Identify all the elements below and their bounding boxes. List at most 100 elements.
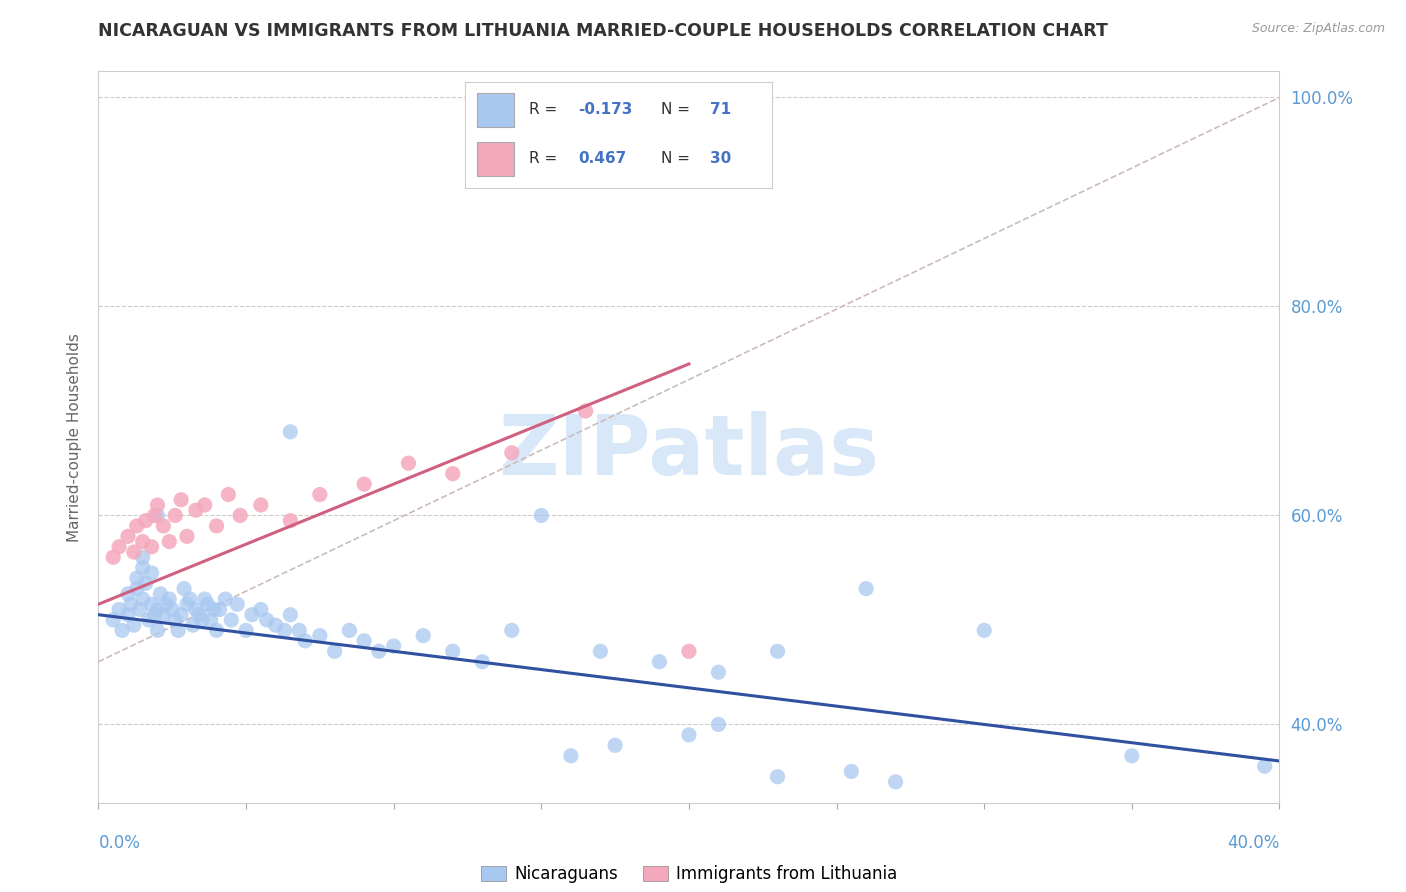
Point xyxy=(884,775,907,789)
Point xyxy=(194,592,217,607)
Point xyxy=(141,566,163,580)
Point xyxy=(294,633,316,648)
Point xyxy=(323,644,346,658)
Point xyxy=(132,560,155,574)
Point xyxy=(226,597,249,611)
Point xyxy=(412,629,434,643)
Y-axis label: Married-couple Households: Married-couple Households xyxy=(66,333,82,541)
Point xyxy=(179,592,201,607)
Point xyxy=(501,446,523,460)
Point xyxy=(170,492,193,507)
Point xyxy=(574,404,596,418)
Point xyxy=(184,602,207,616)
Point xyxy=(146,508,169,523)
Point xyxy=(707,717,730,731)
Point xyxy=(197,597,219,611)
Point xyxy=(125,519,148,533)
Point xyxy=(256,613,278,627)
Point xyxy=(396,456,419,470)
Point xyxy=(128,602,150,616)
Point xyxy=(167,624,190,638)
Point xyxy=(135,576,157,591)
Point xyxy=(120,597,142,611)
Point xyxy=(309,487,332,501)
Point xyxy=(157,592,180,607)
Point xyxy=(219,613,242,627)
Point xyxy=(214,592,236,607)
Text: 40.0%: 40.0% xyxy=(1227,834,1279,852)
Point xyxy=(111,624,134,638)
Point xyxy=(382,639,405,653)
Point xyxy=(217,487,239,501)
Point xyxy=(143,508,166,523)
Text: Source: ZipAtlas.com: Source: ZipAtlas.com xyxy=(1251,22,1385,36)
Point xyxy=(855,582,877,596)
Point xyxy=(766,644,789,658)
Point xyxy=(530,508,553,523)
Point xyxy=(165,613,187,627)
Point xyxy=(368,644,391,658)
Point xyxy=(122,545,145,559)
Point xyxy=(560,748,582,763)
Point xyxy=(501,624,523,638)
Point xyxy=(250,498,273,512)
Point xyxy=(973,624,995,638)
Point xyxy=(132,550,155,565)
Point xyxy=(157,534,180,549)
Point xyxy=(278,607,302,622)
Point xyxy=(108,540,131,554)
Point xyxy=(648,655,671,669)
Point xyxy=(125,571,148,585)
Point xyxy=(103,550,125,565)
Point xyxy=(288,624,311,638)
Point xyxy=(250,602,273,616)
Point xyxy=(146,602,169,616)
Point xyxy=(170,607,193,622)
Point xyxy=(200,613,222,627)
Point xyxy=(176,529,198,543)
Point xyxy=(143,607,166,622)
Point xyxy=(141,597,163,611)
Point xyxy=(678,644,700,658)
Point xyxy=(108,602,131,616)
Point xyxy=(589,644,612,658)
Point xyxy=(707,665,730,680)
Point xyxy=(194,498,217,512)
Point xyxy=(155,597,177,611)
Point xyxy=(152,607,174,622)
Point xyxy=(839,764,862,779)
Point xyxy=(240,607,263,622)
Point xyxy=(184,503,207,517)
Point xyxy=(202,602,225,616)
Point xyxy=(138,613,160,627)
Point xyxy=(678,728,700,742)
Point xyxy=(125,582,148,596)
Point xyxy=(149,587,172,601)
Point xyxy=(353,477,375,491)
Point xyxy=(187,607,209,622)
Text: NICARAGUAN VS IMMIGRANTS FROM LITHUANIA MARRIED-COUPLE HOUSEHOLDS CORRELATION CH: NICARAGUAN VS IMMIGRANTS FROM LITHUANIA … xyxy=(98,22,1108,40)
Point xyxy=(146,624,169,638)
Legend: Nicaraguans, Immigrants from Lithuania: Nicaraguans, Immigrants from Lithuania xyxy=(474,858,904,889)
Point xyxy=(181,618,204,632)
Point xyxy=(208,602,231,616)
Point xyxy=(353,633,375,648)
Point xyxy=(205,624,228,638)
Point xyxy=(173,582,195,596)
Point xyxy=(117,529,139,543)
Point xyxy=(441,644,464,658)
Point xyxy=(605,739,627,753)
Point xyxy=(165,508,187,523)
Point xyxy=(176,597,198,611)
Point xyxy=(766,770,789,784)
Point xyxy=(309,629,332,643)
Point xyxy=(205,519,228,533)
Point xyxy=(103,613,125,627)
Point xyxy=(273,624,295,638)
Point xyxy=(1121,748,1143,763)
Text: 0.0%: 0.0% xyxy=(98,834,141,852)
Point xyxy=(135,514,157,528)
Point xyxy=(117,607,139,622)
Point xyxy=(132,534,155,549)
Point xyxy=(122,618,145,632)
